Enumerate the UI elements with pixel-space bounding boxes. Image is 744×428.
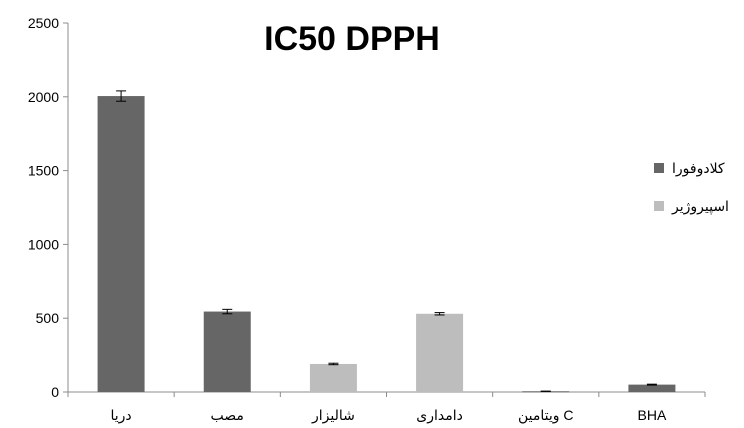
error-bar: [434, 312, 445, 316]
y-tick-label: 500: [36, 310, 60, 326]
bar: [97, 96, 145, 392]
error-bar: [328, 362, 339, 366]
category-label: مصب: [211, 407, 244, 423]
error-bar: [222, 308, 233, 315]
error-bar: [116, 90, 127, 102]
bar: [416, 313, 464, 392]
error-bar: [646, 383, 657, 386]
x-axis: دریا مصب شالیزار دامداری ویتامین C BHA: [67, 391, 706, 424]
bar: [203, 311, 251, 392]
legend-label: اسپیروژیر: [671, 198, 729, 215]
y-tick-label: 0: [51, 384, 59, 400]
category-label: دریا: [110, 407, 131, 424]
category-label: دامداری: [416, 407, 463, 424]
bar: [309, 363, 357, 392]
bars: [97, 90, 676, 393]
chart-title: IC50 DPPH: [264, 20, 440, 58]
category-label: ویتامین C: [518, 407, 574, 424]
legend-swatch: [654, 201, 664, 211]
y-tick-label: 1000: [28, 236, 59, 252]
y-axis: 0 500 1000 1500 2000 2500: [28, 15, 69, 400]
y-tick-label: 2000: [28, 89, 59, 105]
y-tick-label: 1500: [28, 163, 59, 179]
category-label: شالیزار: [311, 407, 355, 424]
y-tick-label: 2500: [28, 15, 59, 31]
legend-label: کلادوفورا: [672, 160, 725, 177]
bar: [628, 384, 676, 392]
legend: کلادوفورا اسپیروژیر: [654, 160, 729, 215]
legend-swatch: [654, 163, 664, 173]
category-label: BHA: [638, 407, 667, 423]
